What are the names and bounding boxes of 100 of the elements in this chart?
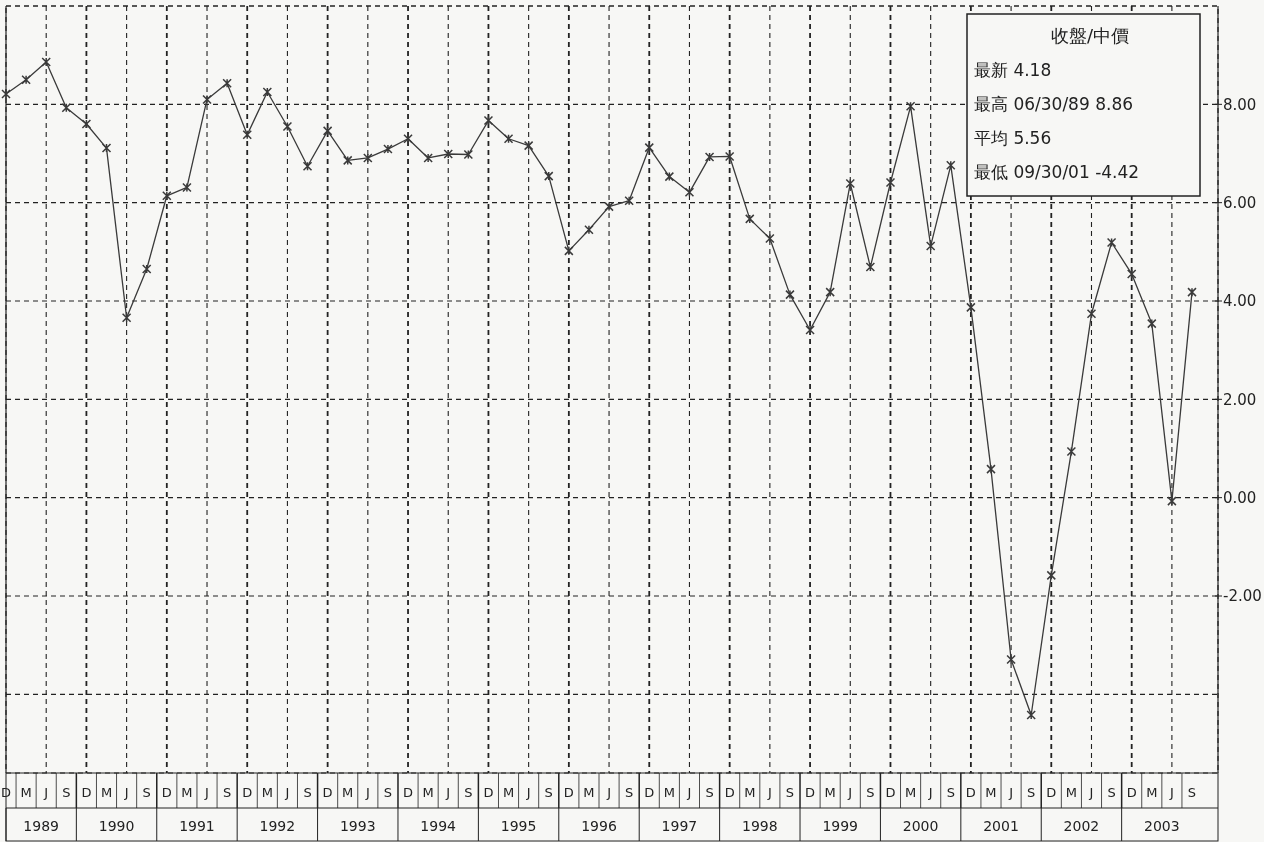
x-tick-label: D [1126,785,1137,800]
point [544,171,554,181]
x-tick-label: M [261,785,273,800]
x-tick-label: M [100,785,113,800]
point [684,187,695,198]
point [483,115,494,126]
point [905,101,916,112]
point [564,246,574,256]
point [101,143,112,153]
point [1106,237,1117,248]
x-tick-label: M [824,785,836,800]
x-tick-label: S [142,785,151,800]
point [946,160,956,171]
text: 1992 [259,818,296,834]
y-tick-label: -2.00 [1223,587,1262,606]
point [41,57,51,67]
x-tick-label: D [885,785,896,800]
y-tick-label: 0.00 [1223,488,1257,507]
x-tick-label: J [43,785,49,800]
x-tick-label: M [20,785,32,800]
x-tick-label: D [965,785,976,800]
point [322,126,333,136]
point [383,144,393,154]
x-tick-label: M [663,785,675,800]
point [363,153,373,163]
x-tick-label: J [927,785,933,800]
point [704,152,715,162]
x-tick-label: D [644,785,655,800]
x-tick-label: J [847,785,853,800]
x-tick-label: D [805,785,816,800]
x-tick-label: S [785,785,795,800]
point [141,264,152,274]
point [503,134,514,144]
x-tick-label: J [123,785,129,800]
text: 1993 [339,818,376,834]
x-tick-label: M [422,785,434,800]
point [282,121,293,132]
point [805,325,815,335]
point [966,302,976,313]
x-tick-label: D [403,785,414,800]
point [262,87,273,97]
text: 1997 [661,818,698,834]
text: 2000 [902,818,939,834]
text: 1999 [822,818,859,834]
y-tick-label: 6.00 [1223,193,1257,212]
x-tick-label: D [322,785,333,800]
point [865,262,876,272]
point [724,151,735,162]
point [1187,287,1197,297]
x-tick-label: J [606,785,611,800]
x-tick-label: J [204,785,209,800]
text: 收盤/中價 [1050,25,1130,46]
x-tick-label: D [161,785,172,800]
x-tick-label: D [81,785,92,800]
text: 1994 [420,818,457,834]
point [745,214,755,224]
point [1147,318,1157,329]
x-tick-label: M [342,785,354,800]
x-tick-label: D [0,785,12,800]
point [785,289,795,300]
text: 2003 [1144,818,1180,834]
x-tick-label: D [1046,785,1057,800]
x-tick-label: J [1008,785,1014,800]
annotation: 最低 09/30/01 -4.42 [974,162,1140,182]
x-tick-label: S [303,785,312,800]
x-tick-label: D [483,785,494,800]
x-tick-label: S [625,785,634,800]
y-tick-label: 8.00 [1223,95,1257,114]
x-tick-label: D [242,785,253,800]
point [765,233,775,244]
x-tick-label: J [284,785,290,800]
annotation: 平均 5.56 [974,128,1052,148]
point [1086,309,1097,319]
x-tick-label: M [744,785,756,800]
x-tick-label: J [525,785,531,800]
x-tick-label: S [1107,785,1116,800]
y-tick-label: 4.00 [1223,292,1257,311]
text: 2002 [1063,818,1100,834]
x-tick-label: D [724,785,735,800]
x-tick-label: M [1065,785,1077,800]
point [1066,446,1077,457]
point [202,94,212,105]
x-tick-label: J [766,785,772,800]
point [1126,269,1137,279]
text: 1995 [500,818,537,834]
point [624,195,634,206]
point [584,224,594,235]
y-tick-label: 2.00 [1223,390,1257,409]
point [242,130,252,140]
point [1046,570,1057,581]
x-tick-label: S [1027,785,1036,800]
point [443,149,453,159]
point [1167,496,1177,506]
x-tick-label: S [62,785,71,800]
point [162,191,172,201]
point [182,182,192,193]
point [21,75,31,85]
text: 1996 [581,818,617,834]
x-tick-label: S [383,785,393,800]
annotation: 最高 06/30/89 8.86 [974,94,1134,114]
